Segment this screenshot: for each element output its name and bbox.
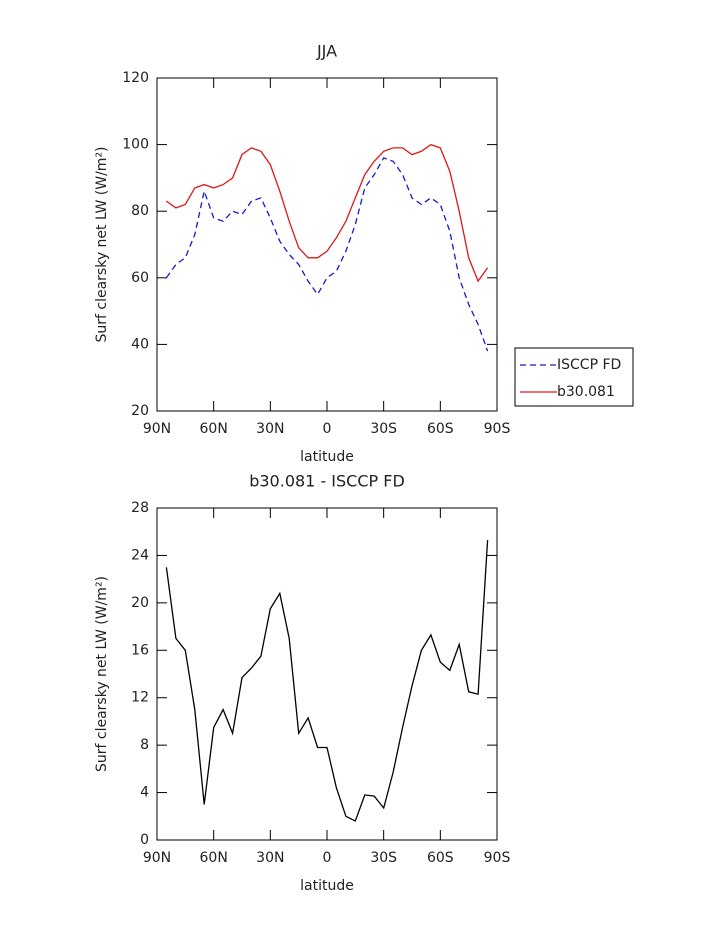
plot-frame (156, 507, 498, 841)
y-tick-label: 80 (131, 203, 149, 219)
y-tick-label: 28 (131, 500, 149, 516)
y-tick-label: 20 (131, 403, 149, 419)
x-tick-label: 90N (143, 850, 171, 866)
legend-label: ISCCP FD (557, 357, 621, 373)
y-tick-label: 100 (122, 137, 149, 153)
x-tick-label: 0 (323, 850, 332, 866)
legend-box (514, 347, 634, 407)
x-tick-label: 90S (484, 850, 511, 866)
y-tick-label: 40 (131, 336, 149, 352)
y-tick-label: 12 (131, 690, 149, 706)
y-tick-label: 24 (131, 547, 149, 563)
y-tick-label: 20 (131, 595, 149, 611)
y-tick-label: 120 (122, 70, 149, 86)
x-tick-label: 60S (427, 421, 454, 437)
x-tick-label: 60N (200, 421, 228, 437)
series-line (165, 539, 489, 822)
y-tick-label: 0 (140, 832, 149, 848)
x-tick-label: 90S (484, 421, 511, 437)
x-tick-label: 30S (370, 850, 397, 866)
x-tick-label: 90N (143, 421, 171, 437)
x-tick-label: 30N (256, 421, 284, 437)
y-tick-label: 16 (131, 642, 149, 658)
x-tick-label: 30S (370, 421, 397, 437)
plot-frame (156, 77, 498, 412)
chart-title: b30.081 - ISCCP FD (249, 472, 405, 491)
series-line (166, 143, 489, 283)
y-tick-label: 8 (140, 737, 149, 753)
y-axis-label: Surf clearsky net LW (W/m²) (94, 146, 110, 342)
x-tick-label: 30N (256, 850, 284, 866)
x-tick-label: 0 (323, 421, 332, 437)
legend-label: b30.081 (557, 384, 615, 400)
x-axis-label: latitude (300, 449, 354, 465)
x-tick-label: 60N (200, 850, 228, 866)
y-axis-label: Surf clearsky net LW (W/m²) (94, 576, 110, 772)
y-tick-label: 4 (140, 785, 149, 801)
y-tick-label: 60 (131, 270, 149, 286)
chart-title: JJA (316, 42, 337, 61)
x-tick-label: 60S (427, 850, 454, 866)
series-line (165, 157, 489, 352)
x-axis-label: latitude (300, 878, 354, 894)
